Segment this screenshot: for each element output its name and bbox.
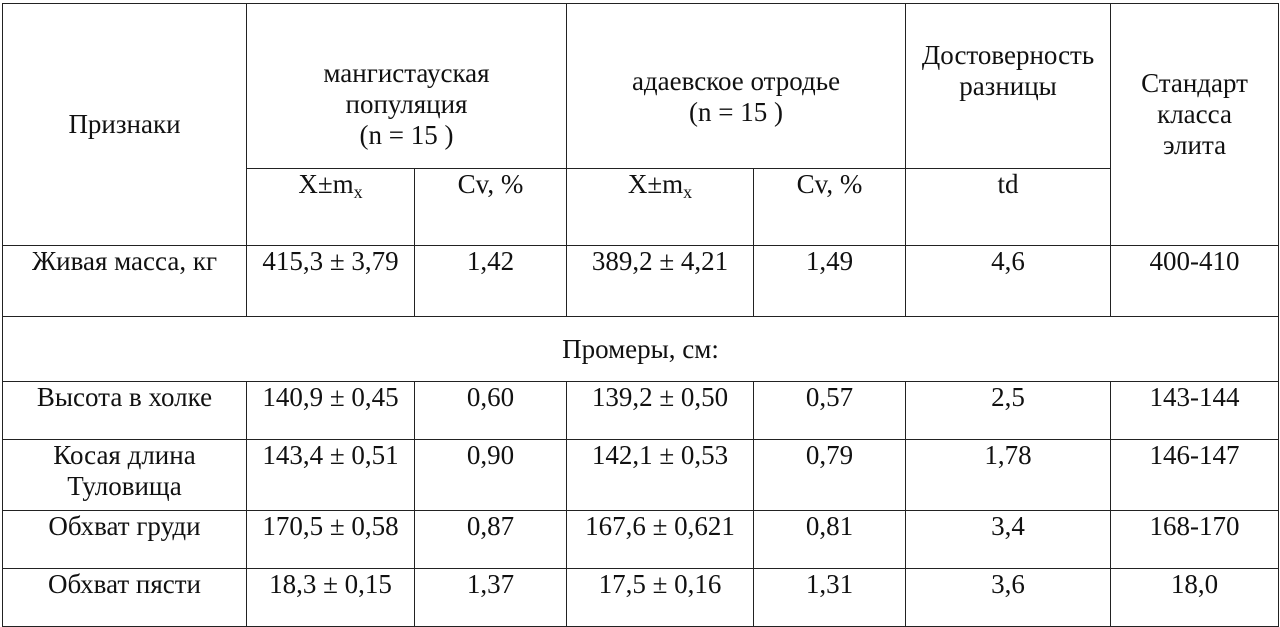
section-row: Промеры, см: bbox=[1, 316, 1280, 382]
row-standard: 400-410 bbox=[1110, 245, 1280, 317]
row-td: 4,6 bbox=[905, 245, 1112, 317]
data-table: Признаки мангистауская популяция (n = 15… bbox=[1, 3, 1280, 627]
row-cv-1: 1,37 bbox=[414, 568, 567, 627]
header-group-mangistau-line2: популяция bbox=[345, 88, 468, 119]
mean-subscript: x bbox=[353, 182, 363, 202]
header-standard-line2: класса bbox=[1157, 99, 1232, 129]
mean-label: X±m bbox=[627, 169, 684, 200]
row-td: 3,4 bbox=[905, 510, 1112, 569]
row-cv-2: 0,81 bbox=[752, 510, 907, 569]
header-group-adaev: адаевское отродье (n = 15 ) bbox=[565, 3, 907, 169]
table-row: Косая длина Туловища 143,4 ± 0,51 0,90 1… bbox=[2, 439, 1280, 511]
header-standard-line3: элита bbox=[1162, 130, 1227, 160]
row-feature: Живая масса, кг bbox=[2, 245, 247, 317]
row-td: 2,5 bbox=[905, 381, 1112, 440]
row-cv-2: 0,57 bbox=[752, 381, 907, 440]
row-cv-1: 0,60 bbox=[414, 381, 567, 440]
row-feature-line2: Туловища bbox=[67, 471, 182, 501]
header-group-mangistau-line3: (n = 15 ) bbox=[359, 119, 454, 150]
row-mean-2: 139,2 ± 0,50 bbox=[566, 381, 754, 440]
header-significance-line2: разницы bbox=[959, 71, 1057, 101]
row-cv-1: 0,90 bbox=[414, 439, 567, 511]
section-title: Промеры, см: bbox=[1, 316, 1280, 382]
header-significance: Достоверность разницы bbox=[905, 3, 1112, 169]
row-cv-1: 1,42 bbox=[414, 245, 567, 317]
table-row: Обхват груди 170,5 ± 0,58 0,87 167,6 ± 0… bbox=[2, 510, 1280, 569]
row-cv-2: 1,31 bbox=[752, 568, 907, 627]
header-standard: Стандарт класса элита bbox=[1110, 3, 1280, 246]
table-row: Обхват пясти 18,3 ± 0,15 1,37 17,5 ± 0,1… bbox=[2, 568, 1280, 627]
header-group-mangistau-line1: мангистауская bbox=[323, 57, 490, 88]
header-group-adaev-line2: (n = 15 ) bbox=[689, 97, 783, 127]
row-td: 3,6 bbox=[905, 568, 1112, 627]
header-mean-1: X±mx bbox=[246, 168, 415, 246]
row-mean-1: 143,4 ± 0,51 bbox=[246, 439, 415, 511]
row-feature: Косая длина Туловища bbox=[2, 439, 247, 511]
row-standard: 18,0 bbox=[1110, 568, 1280, 627]
header-cv-1: Cv, % bbox=[414, 168, 567, 246]
row-cv-2: 1,49 bbox=[752, 245, 907, 317]
row-feature-line1: Косая длина bbox=[53, 440, 196, 471]
header-feature: Признаки bbox=[2, 3, 247, 246]
table-row: Высота в холке 140,9 ± 0,45 0,60 139,2 ±… bbox=[2, 381, 1280, 440]
header-significance-line1: Достоверность bbox=[921, 40, 1095, 70]
mean-label: X±m bbox=[298, 169, 354, 200]
row-mean-2: 17,5 ± 0,16 bbox=[566, 568, 754, 627]
header-cv-2: Cv, % bbox=[752, 168, 907, 246]
row-cv-2: 0,79 bbox=[752, 439, 907, 511]
row-standard: 168-170 bbox=[1110, 510, 1280, 569]
header-standard-line1: Стандарт bbox=[1141, 68, 1248, 98]
header-row-1: Признаки мангистауская популяция (n = 15… bbox=[2, 3, 1280, 246]
row-feature: Обхват пясти bbox=[2, 568, 247, 627]
header-row-2: X±mx Cv, % X±mx Cv, % td bbox=[3, 168, 1279, 246]
header-td: td bbox=[905, 168, 1112, 246]
header-group-mangistau: мангистауская популяция (n = 15 ) bbox=[246, 3, 567, 169]
row-td: 1,78 bbox=[905, 439, 1112, 511]
header-mean-2: X±mx bbox=[566, 168, 754, 246]
row-standard: 143-144 bbox=[1110, 381, 1280, 440]
row-feature: Обхват груди bbox=[2, 510, 247, 569]
row-feature: Высота в холке bbox=[2, 381, 247, 440]
row-mean-2: 142,1 ± 0,53 bbox=[566, 439, 754, 511]
row-mean-2: 167,6 ± 0,621 bbox=[566, 510, 754, 569]
row-mean-2: 389,2 ± 4,21 bbox=[566, 245, 754, 317]
mean-subscript: x bbox=[683, 182, 693, 202]
table-row: Живая масса, кг 415,3 ± 3,79 1,42 389,2 … bbox=[2, 245, 1280, 317]
row-mean-1: 415,3 ± 3,79 bbox=[246, 245, 415, 317]
header-group-adaev-line1: адаевское отродье bbox=[631, 66, 841, 96]
row-mean-1: 140,9 ± 0,45 bbox=[246, 381, 415, 440]
row-mean-1: 170,5 ± 0,58 bbox=[246, 510, 415, 569]
row-standard: 146-147 bbox=[1110, 439, 1280, 511]
row-cv-1: 0,87 bbox=[414, 510, 567, 569]
row-mean-1: 18,3 ± 0,15 bbox=[246, 568, 415, 627]
